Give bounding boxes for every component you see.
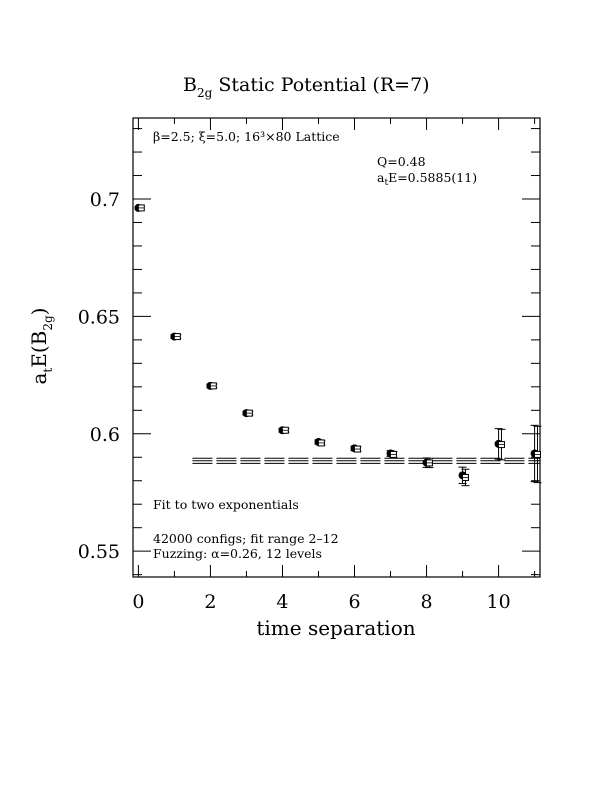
q-annotation: Q=0.48 bbox=[377, 154, 426, 169]
data-points bbox=[134, 203, 542, 487]
energy-annotation: atE=0.5885(11) bbox=[377, 170, 477, 188]
y-axis-ticks: 0.55 0.6 0.65 0.7 bbox=[78, 128, 540, 576]
x-tick-label: 2 bbox=[204, 591, 216, 613]
chart-title: B2g Static Potential (R=7) bbox=[183, 74, 430, 100]
x-tick-label: 4 bbox=[276, 591, 288, 613]
y-axis-label: atE(B2g) bbox=[27, 307, 55, 384]
fit-band bbox=[192, 457, 540, 464]
y-tick-label: 0.65 bbox=[78, 306, 120, 328]
x-tick-label: 0 bbox=[132, 591, 144, 613]
x-tick-label: 6 bbox=[348, 591, 360, 613]
fit-note: Fit to two exponentials bbox=[153, 497, 299, 512]
configs-annotation: 42000 configs; fit range 2–12 bbox=[153, 531, 339, 546]
y-tick-label: 0.55 bbox=[78, 541, 120, 563]
lattice-annotation: β=2.5; ξ=5.0; 16³×80 Lattice bbox=[153, 129, 340, 144]
x-tick-label: 10 bbox=[486, 591, 510, 613]
y-tick-label: 0.6 bbox=[90, 424, 120, 446]
plot-frame bbox=[132, 117, 541, 578]
y-tick-label: 0.7 bbox=[90, 189, 120, 211]
x-axis-ticks: 0 2 4 6 8 10 bbox=[132, 118, 536, 613]
x-tick-label: 8 bbox=[420, 591, 432, 613]
x-axis-label: time separation bbox=[256, 616, 415, 640]
fuzzing-annotation: Fuzzing: α=0.26, 12 levels bbox=[153, 546, 322, 561]
